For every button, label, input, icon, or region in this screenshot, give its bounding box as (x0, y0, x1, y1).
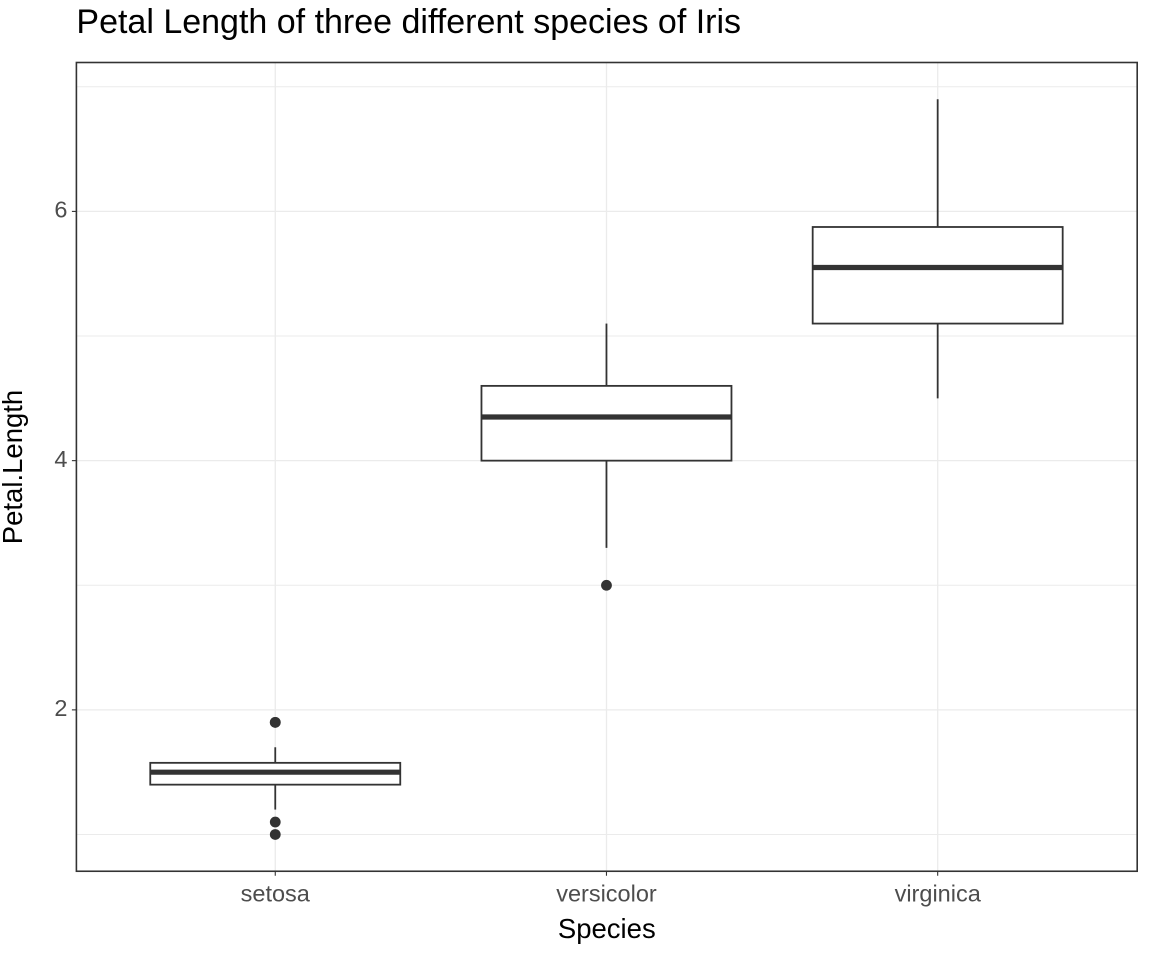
svg-text:Species: Species (558, 913, 656, 944)
svg-text:4: 4 (54, 446, 67, 472)
svg-text:setosa: setosa (241, 881, 311, 907)
svg-text:2: 2 (54, 695, 67, 721)
svg-text:Petal.Length: Petal.Length (0, 390, 28, 544)
svg-text:versicolor: versicolor (556, 881, 657, 907)
svg-text:virginica: virginica (895, 881, 982, 907)
svg-text:Petal Length of three differen: Petal Length of three different species … (76, 3, 741, 41)
svg-text:6: 6 (54, 197, 67, 223)
